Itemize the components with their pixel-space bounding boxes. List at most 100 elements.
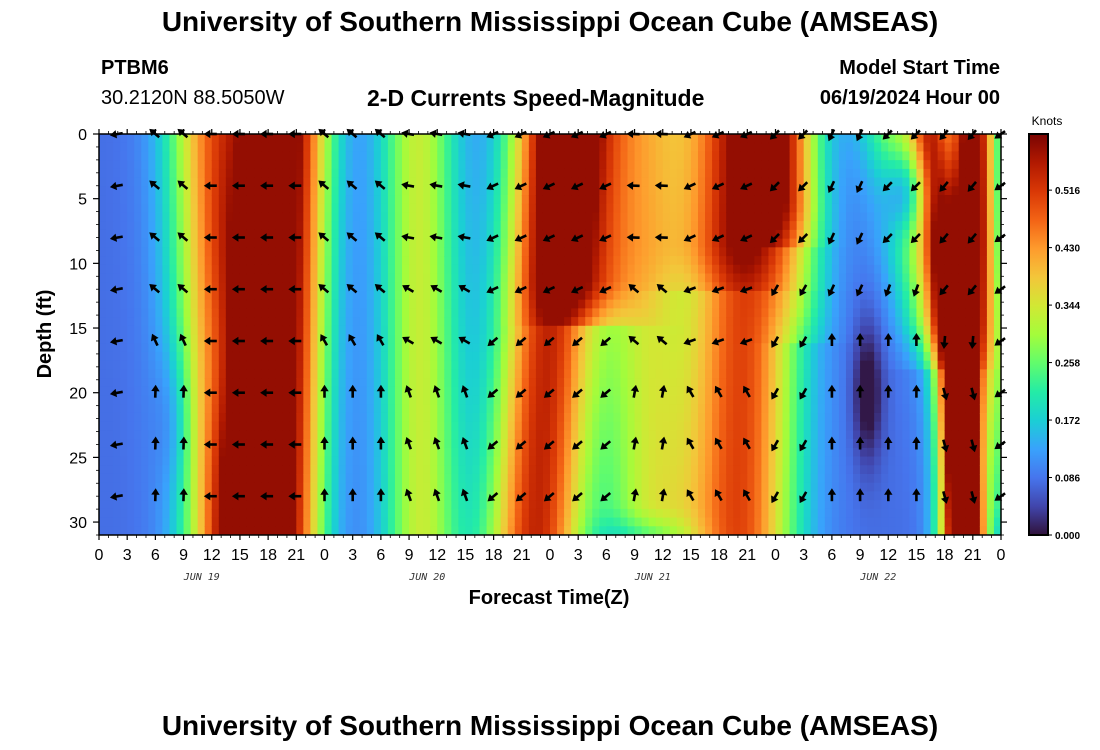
heatmap-cell — [380, 421, 389, 431]
heatmap-cell — [585, 195, 593, 205]
heatmap-cell — [324, 421, 333, 431]
heatmap-cell — [838, 238, 847, 248]
heatmap-cell — [761, 317, 770, 327]
heatmap-cell — [409, 317, 417, 327]
heatmap-cell — [479, 508, 488, 519]
heatmap-cell — [155, 325, 164, 336]
heatmap-cell — [683, 325, 692, 336]
heatmap-cell — [789, 491, 798, 501]
heatmap-cell — [641, 517, 650, 527]
heatmap-cell — [331, 491, 340, 501]
heatmap-cell — [458, 482, 467, 493]
heatmap-cell — [479, 325, 488, 336]
heatmap-cell — [754, 386, 763, 397]
heatmap-cell — [204, 195, 213, 205]
heatmap-cell — [486, 351, 495, 362]
heatmap-cell — [606, 395, 615, 405]
heatmap-cell — [394, 517, 403, 527]
heatmap-cell — [472, 247, 481, 257]
heatmap-cell — [634, 203, 643, 214]
heatmap-cell — [817, 334, 826, 344]
heatmap-cell — [599, 526, 607, 535]
heatmap-cell — [690, 360, 699, 370]
heatmap-cell — [535, 290, 544, 301]
heatmap-cell — [99, 247, 107, 257]
heatmap-cell — [564, 334, 572, 344]
heatmap-cell — [803, 195, 812, 205]
heatmap-cell — [803, 334, 812, 344]
heatmap-cell — [655, 456, 664, 466]
heatmap-cell — [500, 299, 509, 309]
heatmap-cell — [796, 430, 805, 440]
heatmap-cell — [627, 186, 636, 196]
heatmap-cell — [627, 473, 636, 484]
heatmap-cell — [465, 186, 474, 196]
heatmap-cell — [310, 247, 319, 257]
heatmap-cell — [282, 221, 290, 231]
heatmap-cell — [127, 439, 135, 449]
heatmap-cell — [303, 395, 312, 405]
heatmap-cell — [705, 395, 713, 405]
heatmap-cell — [507, 430, 516, 440]
heatmap-cell — [557, 412, 565, 423]
heatmap-cell — [733, 334, 741, 344]
heatmap-cell — [571, 142, 579, 153]
heatmap-cell — [232, 325, 241, 336]
heatmap-cell — [176, 369, 185, 379]
heatmap-cell — [585, 456, 593, 466]
heatmap-cell — [261, 177, 269, 187]
heatmap-cell — [303, 508, 312, 519]
heatmap-cell — [669, 212, 678, 222]
heatmap-cell — [733, 412, 741, 423]
heatmap-cell — [113, 447, 121, 458]
heatmap-cell — [289, 526, 297, 535]
heatmap-cell — [592, 508, 600, 519]
heatmap-cell — [246, 186, 255, 196]
heatmap-cell — [239, 212, 248, 222]
heatmap-cell — [331, 482, 340, 493]
heatmap-cell — [246, 447, 255, 458]
heatmap-cell — [275, 473, 283, 484]
heatmap-cell — [254, 517, 262, 527]
heatmap-cell — [225, 447, 234, 458]
heatmap-cell — [500, 456, 509, 466]
heatmap-cell — [627, 360, 636, 370]
heatmap-cell — [338, 360, 347, 370]
heatmap-cell — [683, 308, 692, 318]
heatmap-cell — [148, 168, 156, 179]
heatmap-cell — [557, 456, 565, 466]
heatmap-cell — [197, 343, 206, 353]
heatmap-cell — [817, 308, 826, 318]
heatmap-cell — [239, 142, 248, 153]
heatmap-cell — [218, 256, 227, 266]
heatmap-cell — [627, 369, 636, 379]
heatmap-cell — [430, 395, 438, 405]
heatmap-cell — [211, 160, 220, 170]
heatmap-cell — [493, 482, 502, 493]
heatmap-cell — [775, 421, 784, 431]
heatmap-cell — [99, 325, 107, 336]
heatmap-cell — [578, 465, 586, 475]
heatmap-cell — [810, 186, 819, 196]
heatmap-cell — [479, 177, 488, 187]
heatmap-cell — [211, 360, 220, 370]
heatmap-cell — [613, 134, 622, 144]
heatmap-cell — [317, 491, 326, 501]
heatmap-cell — [409, 439, 417, 449]
heatmap-cell — [345, 343, 354, 353]
heatmap-cell — [261, 151, 269, 161]
heatmap-cell — [648, 482, 657, 493]
heatmap-cell — [444, 229, 452, 240]
heatmap-cell — [204, 360, 213, 370]
heatmap-cell — [796, 308, 805, 318]
heatmap-cell — [585, 526, 593, 535]
heatmap-cell — [697, 351, 706, 362]
heatmap-cell — [810, 256, 819, 266]
heatmap-cell — [310, 412, 319, 423]
heatmap-cell — [796, 517, 805, 527]
heatmap-cell — [500, 430, 509, 440]
heatmap-cell — [613, 308, 622, 318]
heatmap-cell — [500, 351, 509, 362]
heatmap-cell — [120, 447, 128, 458]
heatmap-cell — [282, 508, 290, 519]
